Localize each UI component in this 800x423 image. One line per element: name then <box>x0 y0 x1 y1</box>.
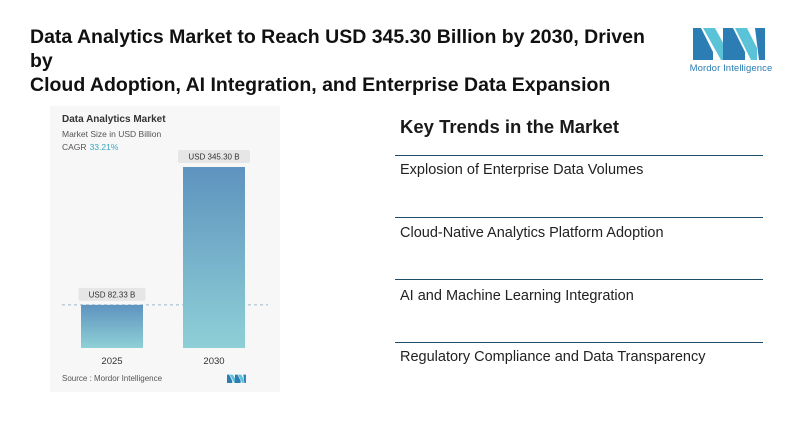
headline-line-1: Data Analytics Market to Reach USD 345.3… <box>30 26 645 72</box>
mordor-logo-icon <box>693 28 765 60</box>
headline: Data Analytics Market to Reach USD 345.3… <box>30 25 670 97</box>
trend-divider <box>395 217 763 218</box>
trend-divider <box>395 342 763 343</box>
trend-item-3: AI and Machine Learning Integration <box>400 288 634 304</box>
data-label-2025: USD 82.33 B <box>89 290 136 299</box>
trend-item-2: Cloud-Native Analytics Platform Adoption <box>400 225 664 241</box>
chart-cagr: CAGR 33.21% <box>62 142 118 152</box>
trend-item-4: Regulatory Compliance and Data Transpare… <box>400 349 706 365</box>
cagr-value: 33.21% <box>89 142 119 152</box>
trend-divider <box>395 155 763 156</box>
chart-card: USD 82.33 B 2025 USD 345.30 B 2030 Data Ana… <box>50 106 280 392</box>
brand-name: Mordor Intelligence <box>689 63 773 74</box>
trend-divider <box>395 279 763 280</box>
bar-2030 <box>183 167 245 348</box>
mordor-small-logo-icon <box>227 374 246 383</box>
chart-subtitle: Market Size in USD Billion <box>62 129 162 139</box>
chart-source: Source : Mordor Intelligence <box>62 374 163 383</box>
headline-line-2: Cloud Adoption, AI Integration, and Ente… <box>30 74 611 96</box>
data-label-box-2025 <box>78 287 146 301</box>
bar-2025 <box>81 304 143 348</box>
category-label-2030: 2030 <box>203 356 224 367</box>
chart-title: Data Analytics Market <box>62 114 166 125</box>
bar-chart: USD 82.33 B 2025 USD 345.30 B 2030 <box>62 150 268 367</box>
cagr-label: CAGR <box>62 142 87 152</box>
data-label-box-2030 <box>178 150 250 163</box>
brand-logo: Mordor Intelligence <box>686 22 776 74</box>
trend-item-1: Explosion of Enterprise Data Volumes <box>400 162 644 178</box>
trends-title: Key Trends in the Market <box>400 116 619 137</box>
data-label-2030: USD 345.30 B <box>188 153 239 162</box>
category-label-2025: 2025 <box>101 356 122 367</box>
